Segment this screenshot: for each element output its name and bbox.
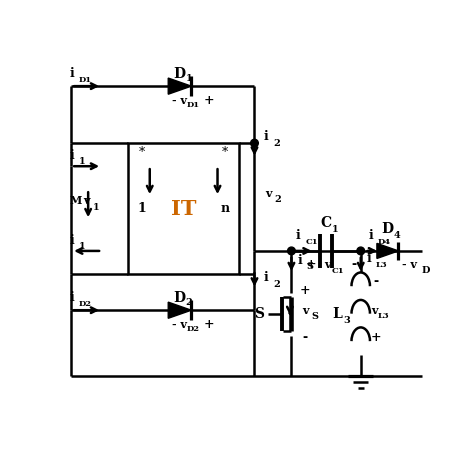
Text: i: i: [368, 229, 373, 242]
Text: D1: D1: [187, 100, 200, 109]
Polygon shape: [168, 78, 191, 94]
Text: - v: - v: [401, 259, 417, 270]
Text: D2: D2: [79, 300, 92, 308]
Text: -: -: [374, 275, 379, 288]
Text: 2: 2: [186, 298, 192, 307]
Text: 1: 1: [332, 225, 338, 234]
Text: - v: - v: [172, 94, 187, 106]
Text: D: D: [174, 291, 186, 305]
Text: 4: 4: [393, 231, 401, 240]
Text: D: D: [174, 67, 186, 81]
Text: i: i: [296, 229, 301, 242]
Text: v: v: [324, 259, 331, 270]
Text: S: S: [254, 307, 264, 321]
Text: D1: D1: [79, 76, 92, 84]
Text: M: M: [70, 195, 82, 206]
Text: i: i: [70, 149, 74, 162]
Text: 1: 1: [186, 74, 192, 83]
Text: i: i: [70, 67, 74, 80]
Text: +: +: [204, 93, 214, 107]
Bar: [128, 143, 239, 274]
Text: -: -: [303, 331, 308, 344]
Text: +: +: [305, 258, 316, 271]
Text: IT: IT: [171, 199, 196, 219]
Text: i: i: [298, 254, 302, 267]
Text: S: S: [307, 262, 314, 271]
Text: C: C: [320, 216, 332, 230]
Polygon shape: [168, 302, 191, 319]
Text: D2: D2: [187, 325, 200, 333]
Text: i: i: [367, 252, 372, 265]
Text: -: -: [351, 258, 356, 271]
Text: D: D: [382, 222, 394, 237]
Text: +: +: [371, 331, 382, 345]
Text: L3: L3: [378, 312, 390, 320]
Text: 1: 1: [137, 202, 146, 215]
Text: +: +: [300, 284, 310, 298]
Text: C1: C1: [332, 267, 345, 275]
Text: 2: 2: [274, 195, 281, 204]
Text: - v: - v: [172, 319, 187, 329]
Circle shape: [357, 247, 365, 255]
Text: C1: C1: [305, 237, 318, 246]
Text: S: S: [311, 312, 318, 321]
Text: n: n: [221, 202, 230, 215]
Text: v: v: [265, 188, 272, 199]
Circle shape: [251, 139, 258, 147]
Text: i: i: [70, 234, 74, 246]
Text: i: i: [264, 272, 268, 284]
Text: i: i: [70, 292, 74, 304]
Text: +: +: [204, 318, 214, 330]
Text: 2: 2: [273, 280, 280, 289]
Text: L3: L3: [376, 261, 388, 269]
Text: v: v: [83, 195, 90, 206]
Text: 1: 1: [79, 242, 85, 251]
Text: v: v: [371, 305, 378, 316]
Text: *: *: [139, 146, 145, 159]
Polygon shape: [377, 243, 399, 258]
Text: 1: 1: [93, 202, 100, 211]
Text: L: L: [333, 307, 343, 321]
Text: 3: 3: [344, 316, 350, 325]
Text: *: *: [222, 146, 228, 159]
Text: 2: 2: [273, 138, 280, 147]
Text: 1: 1: [79, 157, 85, 166]
Text: D4: D4: [378, 237, 391, 246]
Text: D: D: [421, 266, 430, 275]
Text: i: i: [264, 130, 268, 144]
Text: v: v: [302, 305, 309, 316]
Circle shape: [288, 247, 295, 255]
